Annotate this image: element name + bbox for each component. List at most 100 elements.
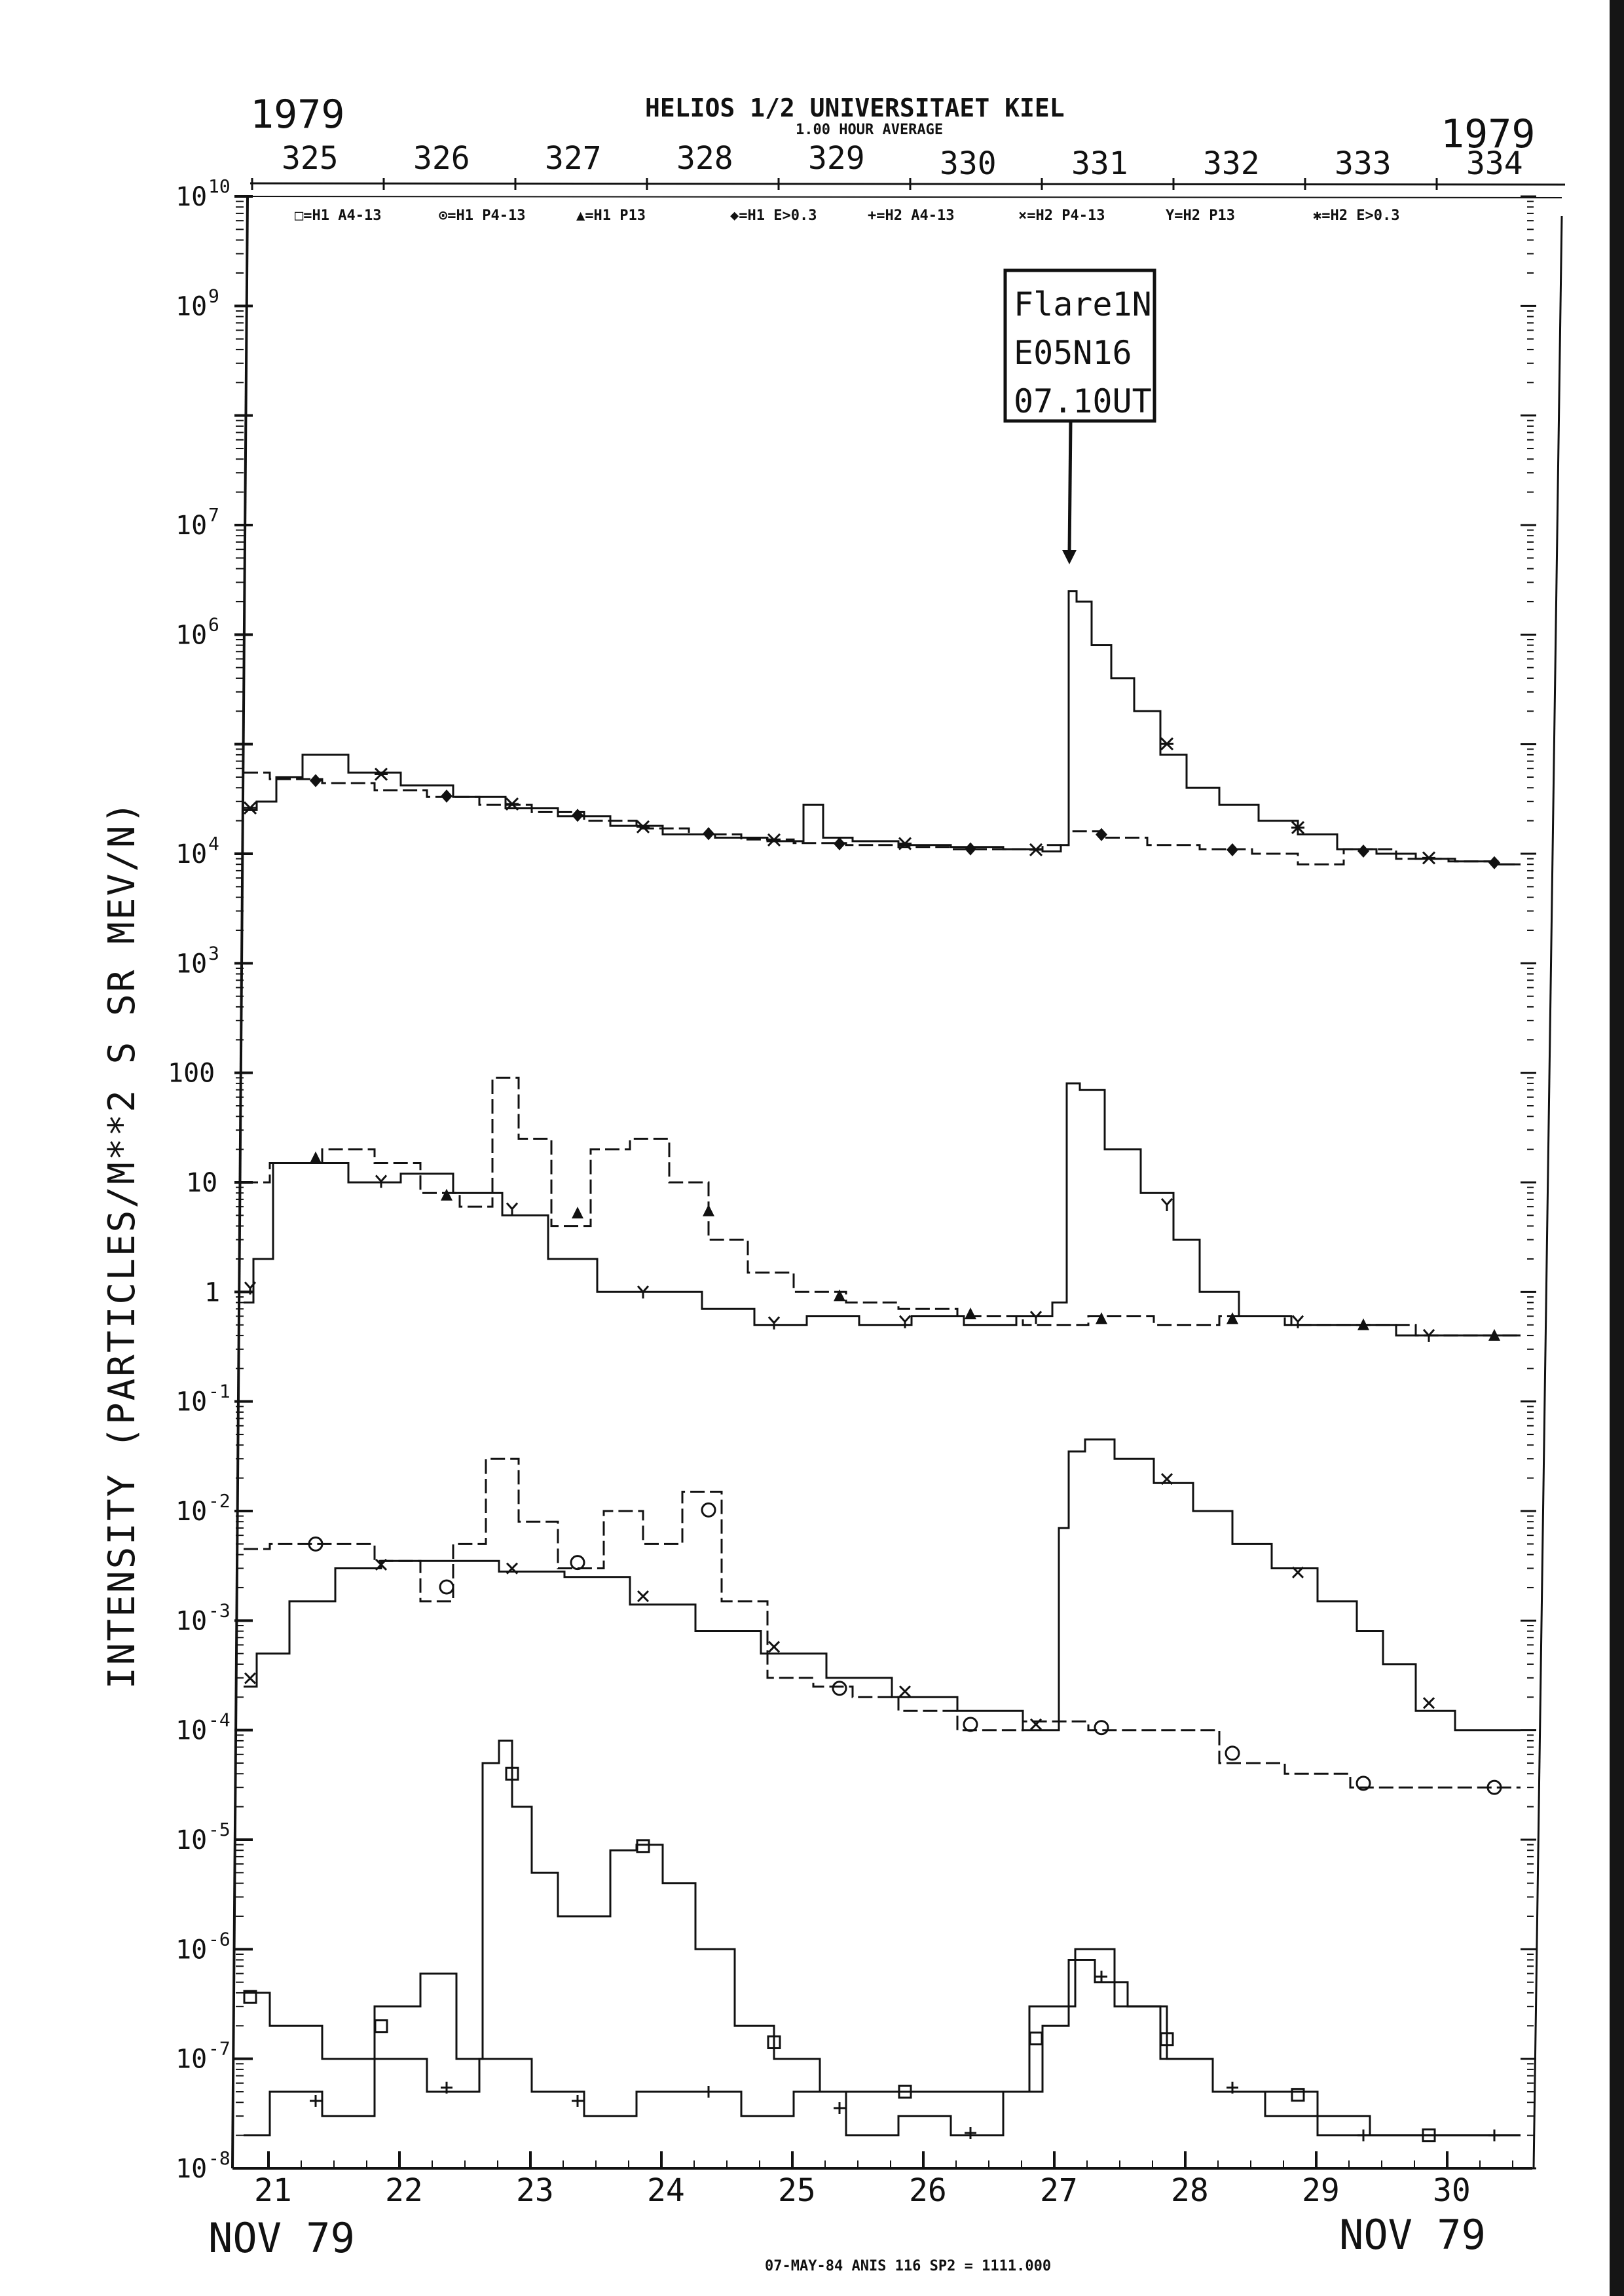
series-marker	[767, 1641, 781, 1653]
series-marker	[1227, 2081, 1238, 2094]
y-tick-exponent: 3	[208, 942, 219, 964]
y-tick-exponent: -3	[208, 1599, 231, 1621]
series-marker	[1488, 1328, 1500, 1341]
y-tick-label: 10	[175, 2045, 207, 2075]
series-marker	[570, 1555, 585, 1571]
series-marker	[1291, 2088, 1305, 2102]
series-marker	[244, 1672, 257, 1685]
series-line	[244, 1740, 1521, 2137]
series-line	[244, 1438, 1521, 1732]
y-tick-label: 10	[175, 1825, 207, 1855]
y-tick-exponent: 4	[208, 833, 219, 854]
doy-ticks: 325 326 327 328 329 330 331 332 333 334	[251, 140, 1523, 190]
legend: □=H1 A4-13 ⊙=H1 P4-13 ▲=H1 P13 ◆=H1 E>0.3 +=…	[295, 208, 1399, 224]
series-layer	[243, 590, 1521, 2143]
series-marker	[834, 2102, 845, 2115]
series-marker	[375, 1175, 388, 1188]
series-marker	[703, 2086, 714, 2098]
x-tick-label: 28	[1171, 2172, 1209, 2209]
series-line	[244, 590, 1521, 866]
y-tick-exponent: -6	[208, 1928, 231, 1950]
series-marker	[636, 820, 650, 834]
y-tick-exponent: -8	[208, 2147, 231, 2169]
top-axis-line	[247, 196, 1562, 198]
doy-tick-label: 334	[1466, 145, 1523, 182]
series-marker	[965, 842, 976, 856]
x-tick-label: 22	[385, 2172, 423, 2209]
series-marker	[505, 1766, 519, 1781]
x-tick-label: 26	[909, 2172, 947, 2209]
series-marker	[1160, 1198, 1173, 1212]
series-marker	[965, 1307, 976, 1320]
y-tick-label: 10	[175, 1606, 207, 1636]
doy-tick-label: 330	[940, 145, 997, 182]
x-month-left: NOV 79	[208, 2214, 355, 2262]
legend-entry: ✱=H2 E>0.3	[1313, 208, 1399, 224]
y-tick-exponent: -1	[208, 1381, 231, 1402]
annotation-box	[1003, 268, 1156, 423]
series-marker	[243, 1990, 257, 2004]
series-marker	[1488, 856, 1500, 869]
y-tick-exponent: 10	[208, 175, 231, 197]
x-tick-label: 29	[1302, 2172, 1340, 2209]
doy-tick-label: 332	[1203, 145, 1260, 182]
y-tick-label: 10	[175, 1716, 207, 1746]
y-tick-label: 100	[168, 1059, 215, 1089]
series-marker	[1422, 1697, 1435, 1709]
series-marker	[439, 1579, 454, 1595]
annotation-line-1: Flare1N	[1014, 285, 1152, 323]
series-marker	[1029, 1311, 1043, 1324]
doy-tick-label: 331	[1071, 145, 1128, 182]
doy-tick-label: 327	[545, 140, 602, 177]
series-marker	[374, 767, 388, 781]
legend-entry: +=H2 A4-13	[868, 208, 954, 224]
x-ticks: 21 22 23 24 25 26 27 28 29 30	[254, 2151, 1513, 2209]
y-ticks	[234, 195, 1536, 2170]
series-marker	[1225, 1745, 1240, 1761]
series-marker	[834, 1289, 845, 1302]
series-marker	[1160, 1473, 1173, 1485]
series-marker	[637, 1590, 650, 1603]
year-right: 1979	[1441, 111, 1536, 157]
series-marker	[1291, 1315, 1304, 1328]
series-marker	[898, 2085, 912, 2099]
chart-subtitle: 1.00 HOUR AVERAGE	[796, 122, 943, 138]
y-tick-label: 10	[175, 1935, 207, 1965]
y-tick-label: 10	[186, 1168, 217, 1198]
annotation-arrow-shaft	[1067, 420, 1073, 554]
series-marker	[767, 1316, 781, 1330]
legend-entry: ▲=H1 P13	[576, 208, 646, 224]
x-tick-label: 30	[1433, 2172, 1471, 2209]
series-marker	[572, 1207, 583, 1219]
series-marker	[1488, 2129, 1500, 2141]
x-tick-label: 23	[516, 2172, 554, 2209]
y-tick-label: 10	[175, 839, 207, 869]
y-tick-label: 10	[175, 1497, 207, 1527]
series-line	[244, 1076, 1521, 1337]
series-marker	[1029, 2032, 1043, 2046]
y-tick-label: 10	[175, 291, 207, 321]
x-tick-label: 27	[1040, 2172, 1078, 2209]
series-marker	[701, 1502, 716, 1518]
y-tick-exponent: 6	[208, 613, 219, 635]
doy-tick-label: 325	[282, 140, 339, 177]
series-marker	[1486, 1779, 1502, 1795]
series-marker	[310, 1151, 322, 1163]
doy-axis-line	[249, 182, 1566, 186]
legend-entry: ◆=H1 E>0.3	[730, 208, 817, 224]
x-tick-label: 21	[254, 2172, 292, 2209]
series-marker	[636, 1839, 650, 1853]
series-marker	[506, 1562, 519, 1575]
y-axis-label: INTENSITY (PARTICLES/M**2 S SR MEV/N)	[101, 800, 143, 1689]
series-marker	[572, 809, 583, 822]
series-line	[244, 1082, 1521, 1337]
doy-tick-label: 333	[1335, 145, 1392, 182]
footer-label: 07-MAY-84 ANIS 116 SP2 = 1111.000	[765, 2258, 1051, 2274]
y-tick-label: 10	[175, 949, 207, 979]
doy-tick-label: 329	[808, 140, 865, 177]
y-tick-exponent: -2	[208, 1490, 231, 1512]
series-line	[244, 1457, 1521, 1789]
annotation-line-2: E05N16	[1014, 334, 1132, 372]
